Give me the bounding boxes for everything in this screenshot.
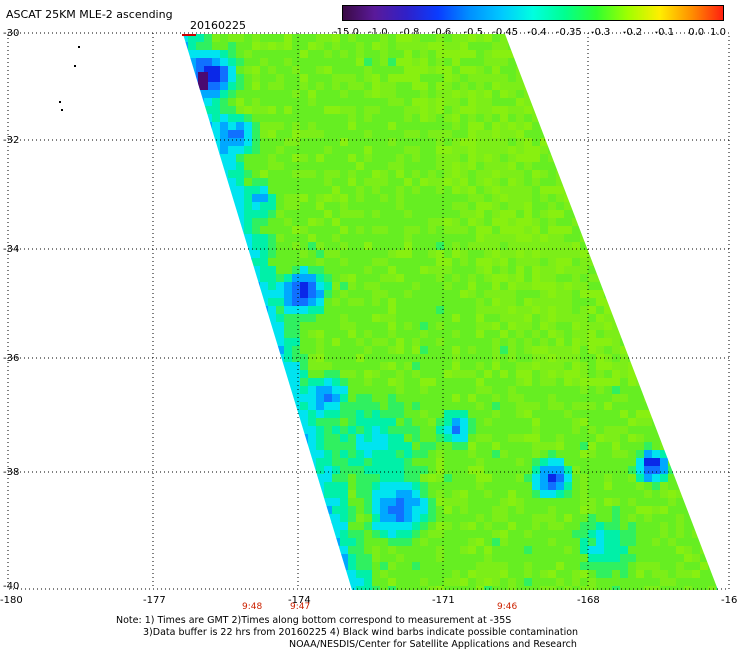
lat-label: -38 [3,467,19,478]
lon-label: -171 [432,595,455,606]
note-line: Note: 1) Times are GMT 2)Times along bot… [116,615,512,626]
colorbar-tick-label: -0.5 [463,27,484,38]
notes: Note: 1) Times are GMT 2)Times along bot… [116,615,578,651]
lon-label: -177 [143,595,166,606]
stray-mark [78,46,80,48]
stray-mark [59,101,61,103]
lat-label: -34 [3,244,19,255]
product-date: 20160225 [190,19,246,32]
note-line: 3)Data buffer is 22 hrs from 20160225 4)… [143,627,579,638]
anomaly-cell [198,72,208,90]
time-label: 9:48 [242,602,262,612]
colorbar-tick-label: -0.8 [399,27,420,38]
lat-labels: -30 -32 -34 -36 -38 -40 [3,28,19,592]
colorbar [342,5,724,21]
stray-mark [74,65,76,67]
colorbar-tick-label: -1.0 [368,27,388,38]
colorbar-tick-label: -0.45 [492,27,519,38]
graticule [8,33,729,589]
stray-marks [59,46,80,111]
colorbar-tick-label: 1.0 [710,27,726,38]
lat-label: -40 [3,581,19,592]
lat-label: -30 [3,28,19,39]
lat-label: -36 [3,353,19,364]
lon-label: -180 [0,595,23,606]
lon-label: -16 [721,595,737,606]
lat-label: -32 [3,135,19,146]
colorbar-tick-label: -0.6 [431,27,452,38]
lon-labels: -180 -177 -174 -171 -168 -16 [0,595,737,606]
note-line: NOAA/NESDIS/Center for Satellite Applica… [289,639,577,650]
lon-label: -174 [288,595,311,606]
colorbar-tick-label: -15.0 [333,27,359,38]
time-label: 9:46 [497,602,517,612]
stray-mark [61,109,63,111]
time-label: 9:47 [290,602,310,612]
time-labels: 9:48 9:47 9:46 [242,602,517,612]
swath-cells [183,34,718,590]
product-title: ASCAT 25KM MLE-2 ascending [6,8,173,21]
map-frame [7,32,730,590]
lon-label: -168 [577,595,600,606]
